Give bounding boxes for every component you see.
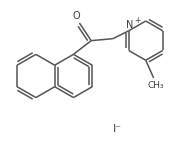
Text: I⁻: I⁻ (113, 124, 122, 134)
Text: +: + (134, 16, 141, 25)
Text: CH₃: CH₃ (147, 81, 164, 90)
Text: N: N (126, 20, 133, 30)
Text: O: O (73, 11, 80, 21)
